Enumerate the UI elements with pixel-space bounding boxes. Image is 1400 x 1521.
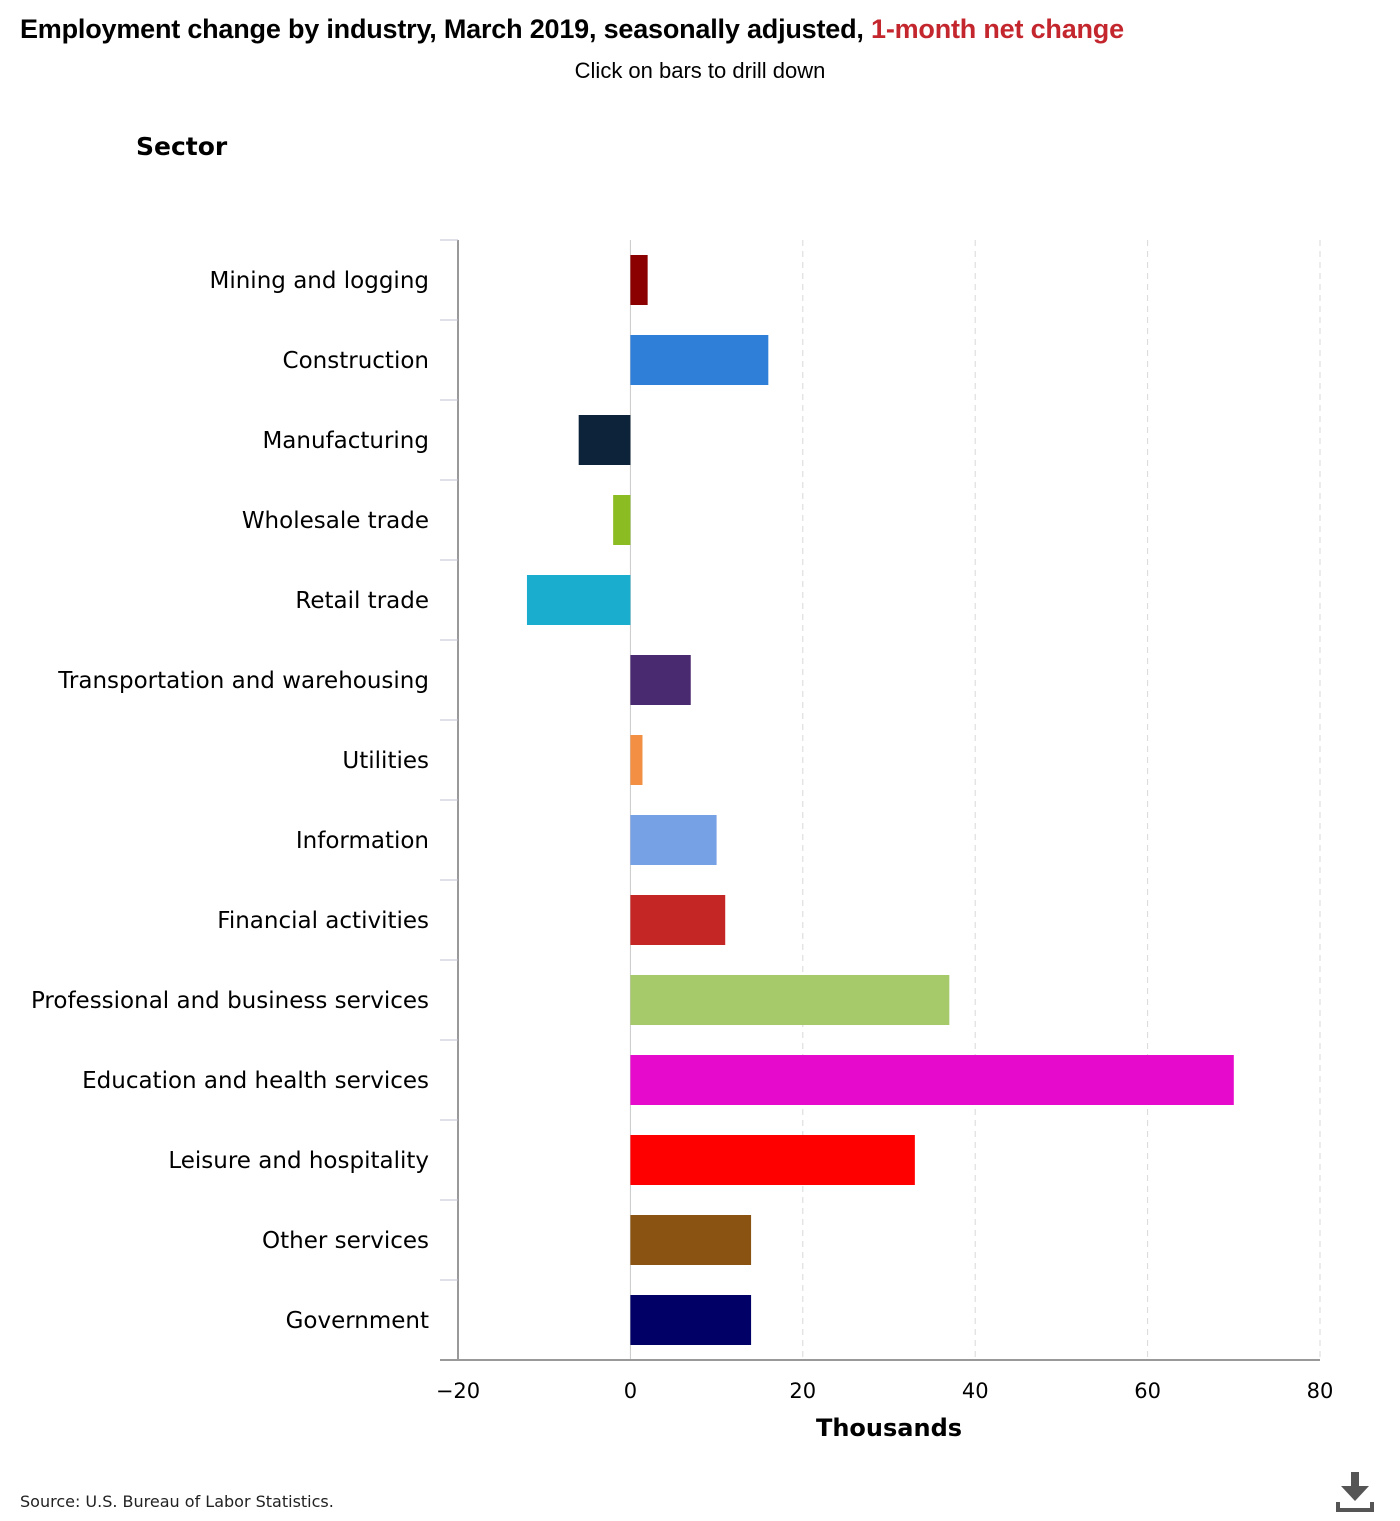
chart-title: Employment change by industry, March 201… bbox=[20, 14, 1380, 45]
bar-leisure-and-hospitality[interactable] bbox=[630, 1135, 915, 1185]
x-axis-title: Thousands bbox=[816, 1414, 962, 1442]
bar-information[interactable] bbox=[630, 815, 717, 865]
category-label: Retail trade bbox=[295, 588, 429, 614]
x-tick-label: −20 bbox=[436, 1379, 480, 1403]
bar-manufacturing[interactable] bbox=[578, 415, 631, 465]
bar-financial-activities[interactable] bbox=[630, 895, 726, 945]
bar-construction[interactable] bbox=[630, 335, 769, 385]
x-tick-label: 20 bbox=[789, 1379, 816, 1403]
bar-other-services[interactable] bbox=[630, 1215, 752, 1265]
chart-title-main: Employment change by industry, March 201… bbox=[20, 14, 864, 44]
x-tick-label: 60 bbox=[1134, 1379, 1161, 1403]
category-label: Construction bbox=[283, 348, 429, 374]
category-axis-title: Sector bbox=[136, 132, 228, 161]
x-tick-label: 40 bbox=[962, 1379, 989, 1403]
category-label: Information bbox=[296, 828, 429, 854]
x-tick-label: 80 bbox=[1307, 1379, 1334, 1403]
bar-chart: Mining and logging Construction Manufactur… bbox=[31, 239, 1334, 1442]
category-label: Government bbox=[286, 1308, 429, 1334]
x-tick-label: 0 bbox=[624, 1379, 637, 1403]
bar-professional-and-business-services[interactable] bbox=[630, 975, 950, 1025]
category-label: Wholesale trade bbox=[242, 508, 429, 534]
category-label: Leisure and hospitality bbox=[168, 1148, 429, 1174]
download-icon[interactable] bbox=[1330, 1466, 1380, 1516]
category-label: Mining and logging bbox=[210, 268, 430, 294]
category-label: Manufacturing bbox=[262, 428, 429, 454]
bar-mining-and-logging[interactable] bbox=[630, 255, 648, 305]
bar-utilities[interactable] bbox=[630, 735, 643, 785]
chart-title-highlight: 1-month net change bbox=[871, 14, 1124, 44]
bar-transportation-and-warehousing[interactable] bbox=[630, 655, 691, 705]
category-label: Utilities bbox=[342, 748, 429, 774]
bar-wholesale-trade[interactable] bbox=[613, 495, 631, 545]
bar-government[interactable] bbox=[630, 1295, 752, 1345]
category-label: Other services bbox=[262, 1228, 429, 1254]
bar-education-and-health-services[interactable] bbox=[630, 1055, 1234, 1105]
source-note: Source: U.S. Bureau of Labor Statistics. bbox=[20, 1492, 334, 1511]
category-label: Financial activities bbox=[217, 908, 429, 934]
bar-retail-trade[interactable] bbox=[526, 575, 631, 625]
chart-subtitle: Click on bars to drill down bbox=[574, 58, 826, 83]
category-label: Professional and business services bbox=[31, 988, 429, 1014]
category-label: Transportation and warehousing bbox=[57, 668, 429, 694]
category-label: Education and health services bbox=[82, 1068, 429, 1094]
